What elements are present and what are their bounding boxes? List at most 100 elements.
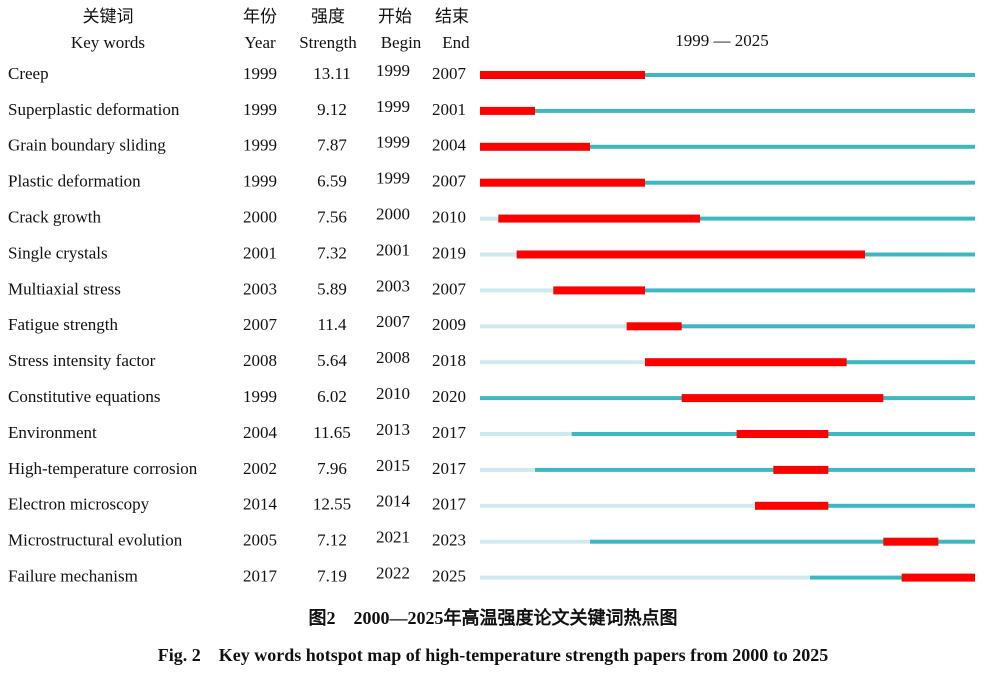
inactive-span (480, 252, 517, 257)
end: 2017 (432, 423, 467, 442)
burst-bar (901, 573, 975, 582)
end: 2010 (432, 208, 466, 227)
keyword: Crack growth (8, 208, 102, 227)
begin: 2013 (376, 420, 410, 439)
inactive-span (480, 324, 627, 329)
keyword: Constitutive equations (8, 387, 161, 406)
burst-bar (883, 537, 939, 546)
end: 2023 (432, 531, 466, 550)
keyword: Multiaxial stress (8, 279, 121, 298)
header: 关键词 (83, 7, 134, 26)
keyword: Failure mechanism (8, 567, 138, 586)
strength: 5.89 (317, 279, 347, 298)
caption-zh: 图2 2000—2025年高温强度论文关键词热点图 (309, 607, 678, 628)
burst-bar (498, 214, 700, 223)
header: Strength (299, 33, 357, 52)
active-span (755, 503, 975, 508)
burst-bar (645, 358, 847, 367)
inactive-span (480, 575, 810, 580)
strength: 7.56 (317, 208, 347, 227)
end: 2009 (432, 315, 466, 334)
end: 2017 (432, 495, 467, 514)
begin: 2003 (376, 276, 410, 295)
keyword: Grain boundary sliding (8, 136, 166, 155)
burst-bar (480, 71, 645, 79)
burst-bar (681, 394, 884, 403)
year: 2007 (243, 315, 278, 334)
strength: 7.87 (317, 136, 347, 155)
strength: 7.19 (317, 567, 347, 586)
burst-bar (755, 501, 829, 510)
end: 2019 (432, 243, 466, 262)
begin: 2015 (376, 456, 410, 475)
end: 2020 (432, 387, 466, 406)
begin: 2008 (376, 348, 410, 367)
strength: 11.65 (313, 423, 351, 442)
active-span (480, 144, 975, 149)
year: 1999 (243, 64, 277, 83)
begin: 2021 (376, 528, 410, 547)
header: Begin (381, 33, 422, 52)
strength: 7.32 (317, 243, 347, 262)
strength: 11.4 (317, 315, 347, 334)
keyword: High-temperature corrosion (8, 459, 198, 478)
year: 2004 (243, 423, 278, 442)
header: 强度 (311, 7, 345, 26)
end: 2007 (432, 172, 467, 191)
year: 1999 (243, 172, 277, 191)
end: 2007 (432, 64, 467, 83)
year: 1999 (243, 387, 277, 406)
end: 2017 (432, 459, 467, 478)
begin: 2022 (376, 564, 410, 583)
strength: 9.12 (317, 100, 347, 119)
active-span (480, 108, 975, 113)
header: End (442, 33, 470, 52)
burst-bar (736, 430, 829, 438)
strength: 13.11 (313, 64, 351, 83)
strength: 7.96 (317, 459, 347, 478)
burst-bar (773, 465, 829, 474)
year: 2001 (243, 243, 277, 262)
year: 2014 (243, 495, 278, 514)
inactive-span (480, 539, 590, 544)
begin: 1999 (376, 169, 410, 188)
inactive-span (480, 360, 645, 365)
timeline-label: 1999 — 2025 (675, 31, 769, 50)
inactive-span (480, 216, 499, 221)
header: Year (244, 33, 276, 52)
active-span (498, 216, 975, 221)
burst-bar (480, 142, 590, 151)
end: 2004 (432, 136, 467, 155)
begin: 2010 (376, 384, 410, 403)
year: 2017 (243, 567, 278, 586)
keyword: Creep (8, 64, 49, 83)
caption-en: Fig. 2 Key words hotspot map of high-tem… (158, 645, 828, 665)
year: 2002 (243, 459, 277, 478)
year: 2000 (243, 208, 277, 227)
active-span (590, 539, 975, 544)
end: 2018 (432, 351, 466, 370)
keyword: Fatigue strength (8, 315, 119, 334)
active-span (553, 288, 975, 293)
year: 2005 (243, 531, 277, 550)
end: 2001 (432, 100, 466, 119)
keyword: Plastic deformation (8, 172, 141, 191)
burst-bar (553, 286, 645, 295)
strength: 5.64 (317, 351, 347, 370)
inactive-span (480, 467, 535, 472)
begin: 2014 (376, 492, 411, 511)
end: 2025 (432, 567, 466, 586)
burst-bar (480, 106, 535, 115)
inactive-span (480, 288, 554, 293)
keyword: Environment (8, 423, 97, 442)
header: Key words (71, 33, 145, 52)
inactive-span (480, 503, 755, 508)
keyword: Stress intensity factor (8, 351, 156, 370)
active-span (810, 575, 975, 580)
active-span (480, 180, 975, 185)
active-span (535, 467, 975, 472)
keyword: Single crystals (8, 243, 108, 262)
year: 2003 (243, 279, 277, 298)
active-span (626, 324, 975, 329)
strength: 7.12 (317, 531, 347, 550)
